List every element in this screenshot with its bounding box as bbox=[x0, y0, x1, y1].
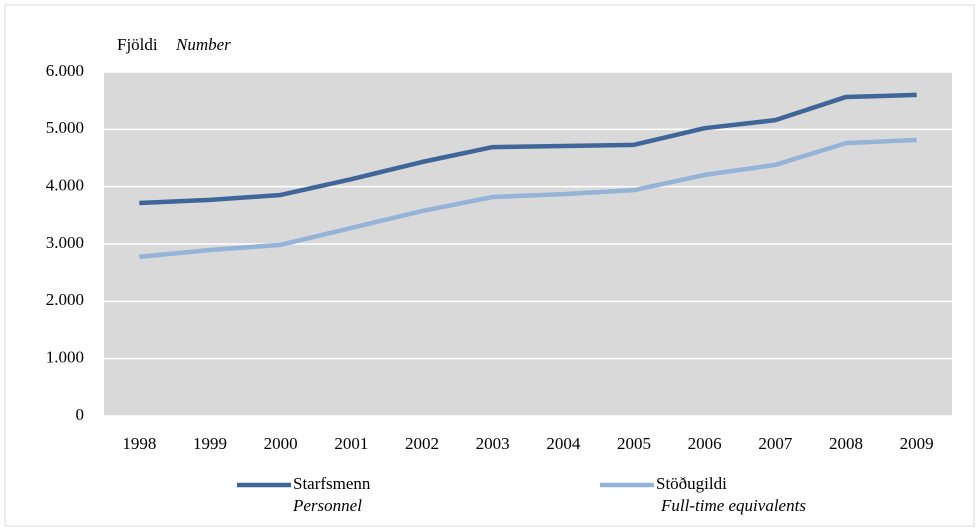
legend-label: Starfsmenn bbox=[293, 474, 371, 493]
y-tick-label: 3.000 bbox=[46, 233, 84, 252]
legend-label-translation: Personnel bbox=[292, 496, 362, 515]
series-line bbox=[139, 137, 917, 260]
x-tick-label: 2002 bbox=[405, 434, 439, 453]
x-tick-label: 1998 bbox=[122, 434, 156, 453]
legend-label: Stöðugildi bbox=[656, 474, 727, 493]
x-tick-label: 2005 bbox=[617, 434, 651, 453]
y-tick-label: 4.000 bbox=[46, 176, 84, 195]
y-tick-label: 1.000 bbox=[46, 348, 84, 367]
x-tick-label: 2009 bbox=[900, 434, 934, 453]
x-tick-label: 2006 bbox=[688, 434, 722, 453]
y-tick-label: 5.000 bbox=[46, 118, 84, 137]
x-tick-label: 2003 bbox=[476, 434, 510, 453]
y-tick-label: 6.000 bbox=[46, 61, 84, 80]
y-tick-label: 0 bbox=[76, 405, 85, 424]
x-tick-label: 2000 bbox=[264, 434, 298, 453]
x-tick-label: 2001 bbox=[334, 434, 368, 453]
x-tick-label: 2007 bbox=[758, 434, 793, 453]
x-tick-label: 2008 bbox=[829, 434, 863, 453]
x-tick-label: 2004 bbox=[546, 434, 581, 453]
y-tick-label: 2.000 bbox=[46, 290, 84, 309]
y-axis-label-translation: Number bbox=[175, 35, 231, 54]
legend-label-translation: Full-time equivalents bbox=[660, 496, 806, 515]
y-axis-label: Fjöldi bbox=[117, 35, 158, 54]
x-tick-label: 1999 bbox=[193, 434, 227, 453]
series-line bbox=[139, 92, 917, 206]
